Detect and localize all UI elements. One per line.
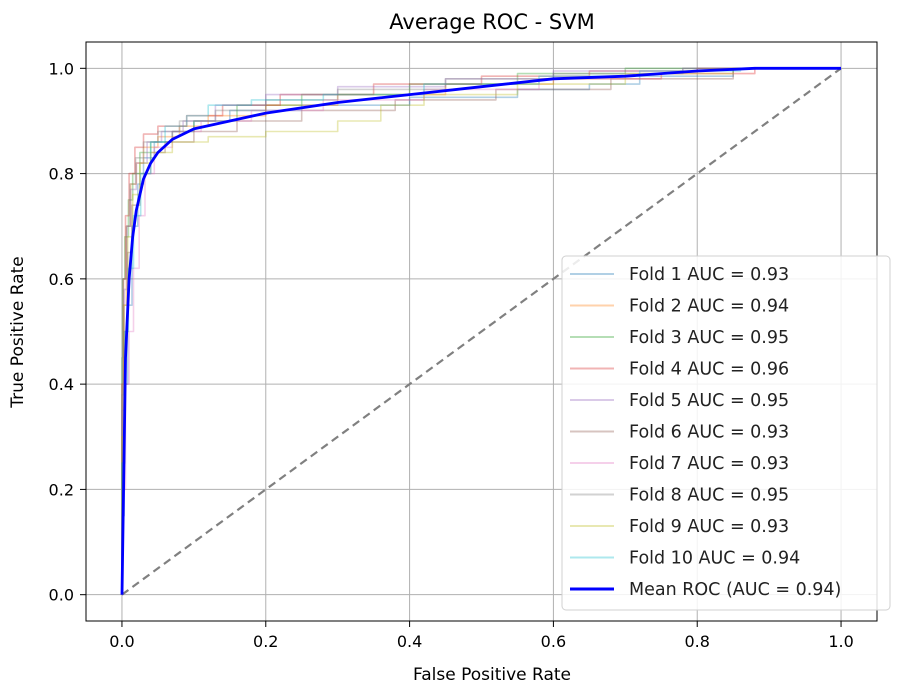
fold-4-roc-line [121,67,841,595]
fold-5-roc-line [121,67,841,595]
legend-label: Fold 2 AUC = 0.94 [629,297,789,317]
y-tick-label: 0.0 [49,586,74,605]
x-tick-label: 0.0 [109,632,134,651]
legend-label: Fold 9 AUC = 0.93 [629,517,789,537]
y-tick-label: 0.8 [49,165,74,184]
legend: Fold 1 AUC = 0.93 Fold 2 AUC = 0.94 Fold 3… [561,255,891,611]
y-tick-label: 0.2 [49,480,74,499]
x-tick-label: 0.6 [541,632,566,651]
legend-box [561,255,891,611]
chance-line [121,67,842,596]
legend-label: Fold 3 AUC = 0.95 [629,328,789,348]
x-axis-label: False Positive Rate [413,665,571,685]
fold-10-roc-line [121,67,841,595]
chart-title: Average ROC - SVM [389,10,594,34]
x-tick-label: 1.0 [828,632,853,651]
legend-label: Mean ROC (AUC = 0.94) [629,580,841,600]
y-tick-label: 0.4 [49,375,74,394]
legend-label: Fold 4 AUC = 0.96 [629,360,789,380]
x-tick-label: 0.2 [253,632,278,651]
legend-label: Fold 5 AUC = 0.95 [629,391,789,411]
legend-label: Fold 10 AUC = 0.94 [629,549,800,569]
legend-label: Fold 8 AUC = 0.95 [629,486,789,506]
y-axis-label: True Positive Rate [8,256,28,408]
fold-6-roc-line [121,67,841,595]
legend-label: Fold 6 AUC = 0.93 [629,423,789,443]
mean-roc-line [120,66,841,595]
axis-ticks: 0.0 0.2 0.4 0.6 0.8 1.0 0.0 0.2 0.4 0.6 0.8 1.0 [49,59,854,651]
y-tick-label: 1.0 [49,59,74,78]
fold-7-roc-line [121,67,841,595]
legend-label: Fold 7 AUC = 0.93 [629,454,789,474]
chance-line-group [121,67,842,596]
x-tick-label: 0.8 [685,632,710,651]
series-lines [120,66,841,595]
x-tick-label: 0.4 [397,632,422,651]
legend-label: Fold 1 AUC = 0.93 [629,265,789,285]
y-tick-label: 0.6 [49,270,74,289]
fold-8-roc-line [121,67,841,595]
